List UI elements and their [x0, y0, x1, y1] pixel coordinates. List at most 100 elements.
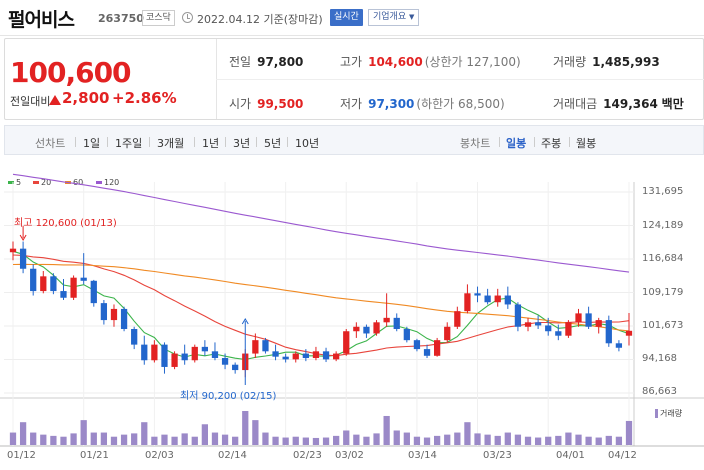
legend-swatch	[96, 181, 102, 184]
divider	[225, 137, 226, 147]
volume-bar	[19, 422, 27, 445]
candle-body	[80, 277, 87, 281]
realtime-button[interactable]: 실시간	[330, 9, 363, 26]
candle-body	[171, 353, 178, 367]
stat-value: 99,500	[257, 97, 304, 111]
candle-chart-label[interactable]: 봉차트	[460, 137, 491, 150]
volume-bar	[373, 433, 380, 445]
legend-label: 120	[104, 178, 120, 187]
candle-body	[454, 311, 461, 327]
ma120-line	[12, 173, 630, 273]
volume-bar	[90, 432, 97, 445]
candle-body	[211, 351, 219, 359]
price-change-percent: +2.86%	[112, 89, 177, 107]
low-arrow-icon	[241, 318, 249, 325]
stat-value: 104,600	[368, 55, 423, 69]
legend-label: 60	[73, 178, 84, 187]
stat-label: 시가	[229, 97, 252, 111]
volume-bar	[545, 436, 552, 445]
candle-body	[524, 322, 532, 327]
tab-weekly[interactable]: 주봉	[541, 137, 562, 150]
volume-bar	[161, 434, 168, 445]
stock-header: 펄어비스 263750 코스닥 2022.04.12 기준(장마감) 실시간 기…	[0, 0, 704, 36]
volume-bar	[343, 430, 350, 445]
legend-swatch	[8, 181, 14, 184]
candle-body	[70, 277, 77, 298]
stat-label: 거래량	[553, 55, 587, 69]
company-info-label: 기업개요	[373, 12, 407, 22]
volume-bar	[292, 436, 299, 445]
stat-label: 거래대금	[553, 97, 598, 111]
stat-open: 시가 99,500	[229, 95, 303, 112]
volume-bar	[80, 420, 87, 445]
x-tick-label: 01/12	[7, 450, 36, 461]
divider	[499, 137, 500, 147]
candle-body	[262, 340, 269, 352]
candle-body	[403, 329, 410, 341]
volume-bar	[100, 432, 108, 445]
stat-prev-close: 전일 97,800	[229, 53, 303, 70]
candle-body	[575, 313, 582, 323]
volume-bar	[484, 434, 491, 445]
x-tick-label: 03/23	[483, 450, 512, 461]
divider	[287, 137, 288, 147]
x-tick-label: 01/21	[80, 450, 109, 461]
candle-body	[545, 325, 552, 332]
up-arrow-icon	[49, 95, 61, 105]
tab-3y[interactable]: 3년	[233, 137, 251, 150]
candle-body	[131, 329, 138, 345]
tab-3m[interactable]: 3개월	[157, 137, 185, 150]
volume-bar	[141, 422, 148, 445]
volume-bar	[363, 436, 370, 445]
volume-bar	[434, 435, 441, 445]
stat-value: 149,364	[603, 97, 658, 111]
tab-daily[interactable]: 일봉	[506, 137, 527, 150]
volume-bar	[282, 437, 289, 445]
candle-body	[221, 358, 229, 365]
volume-bar	[464, 422, 471, 445]
volume-bar	[50, 435, 57, 445]
candle-body	[232, 364, 239, 371]
tab-1y[interactable]: 1년	[202, 137, 220, 150]
candle-body	[605, 320, 612, 344]
line-chart-label[interactable]: 선차트	[35, 137, 66, 150]
candle-body	[565, 322, 572, 336]
candle-body	[423, 349, 431, 356]
volume-bar	[60, 436, 67, 445]
candle-body	[292, 353, 299, 360]
candle-body	[252, 340, 259, 354]
tab-1w[interactable]: 1주일	[115, 137, 143, 150]
current-price: 100,600	[10, 56, 132, 89]
tab-monthly[interactable]: 월봉	[576, 137, 597, 150]
volume-bar	[110, 436, 118, 445]
candle-body	[534, 322, 542, 326]
stat-value: 1,485,993	[592, 55, 660, 69]
tab-10y[interactable]: 10년	[295, 137, 320, 150]
volume-bar	[383, 415, 390, 445]
volume-legend: 거래량	[655, 408, 682, 419]
volume-bar	[131, 433, 138, 445]
divider	[256, 137, 257, 147]
volume-bar	[151, 436, 158, 445]
ma5-line	[12, 250, 630, 361]
volume-bar	[322, 437, 330, 445]
stat-low: 저가 97,300 (하한가 68,500)	[340, 95, 505, 112]
volume-bar	[474, 433, 481, 445]
legend-swatch	[33, 181, 39, 184]
stat-amount: 거래대금 149,364 백만	[553, 95, 684, 112]
candle-body	[40, 276, 47, 292]
candle-body	[484, 295, 491, 303]
x-tick-label: 02/03	[145, 450, 174, 461]
candle-body	[353, 326, 360, 332]
candle-body	[19, 248, 27, 269]
candle-body	[161, 344, 168, 367]
legend-ma20: 20	[33, 178, 51, 187]
tab-5y[interactable]: 5년	[264, 137, 282, 150]
stock-name: 펄어비스	[8, 9, 75, 31]
x-tick-label: 04/12	[608, 450, 637, 461]
divider	[216, 79, 704, 80]
divider	[75, 137, 76, 147]
tab-1d[interactable]: 1일	[83, 137, 101, 150]
company-info-dropdown[interactable]: 기업개요 ▼	[368, 9, 420, 26]
